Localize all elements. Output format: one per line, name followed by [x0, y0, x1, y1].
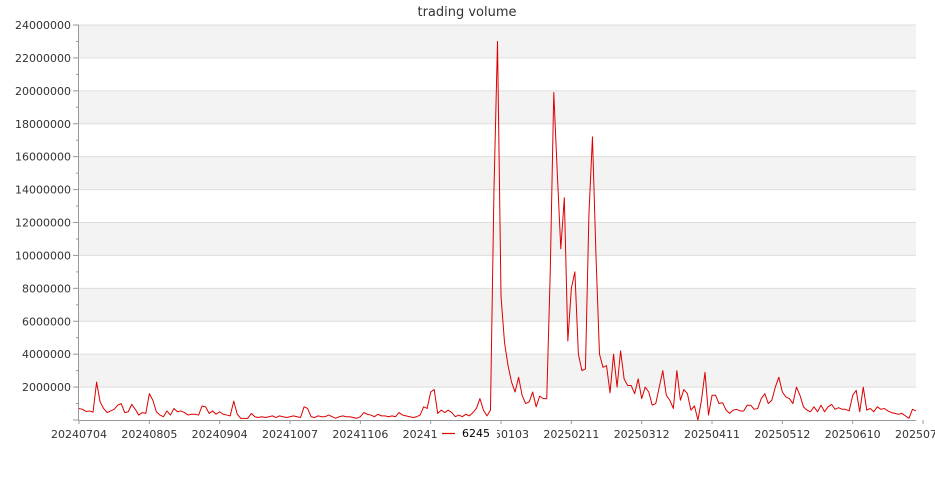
x-tick-label: 20240704 [51, 428, 107, 441]
plot-area [78, 40, 917, 421]
series-line-6245 [78, 40, 917, 421]
grid-band [79, 222, 916, 256]
y-tick-label: 16000000 [15, 151, 71, 164]
chart-title: trading volume [417, 5, 516, 20]
y-tick-label: 18000000 [15, 118, 71, 131]
y-axis: 2000000 4000000 6000000 8000000 10000000 1200… [15, 19, 79, 421]
x-tick-label: 20250610 [825, 428, 881, 441]
grid-band [79, 156, 916, 190]
grid-bands [79, 25, 916, 388]
y-tick-label: 22000000 [15, 52, 71, 65]
legend-background [437, 424, 497, 442]
grid-lines [79, 24, 916, 388]
x-tick-label: 20250312 [614, 428, 670, 441]
x-tick-label: 20250211 [543, 428, 599, 441]
y-tick-label: 24000000 [15, 19, 71, 32]
y-tick-label: 12000000 [15, 217, 71, 230]
y-tick-label: 4000000 [22, 348, 71, 361]
y-tick-label: 10000000 [15, 249, 71, 262]
x-tick-label: 20240904 [192, 428, 248, 441]
grid-band [79, 354, 916, 388]
x-tick-label: 20250709 [895, 428, 935, 441]
y-tick-label: 2000000 [22, 381, 71, 394]
y-tick-label: 20000000 [15, 85, 71, 98]
grid-band [79, 288, 916, 322]
x-tick-label: 20241007 [262, 428, 318, 441]
legend-label-6245: 6245 [462, 427, 490, 440]
x-tick-label: 20241106 [332, 428, 388, 441]
y-tick-label: 8000000 [22, 282, 71, 295]
x-tick-label: 20250411 [684, 428, 740, 441]
grid-band [79, 90, 916, 124]
x-tick-label: 20250512 [754, 428, 810, 441]
x-tick-label: 20240805 [121, 428, 177, 441]
legend: 6245 [437, 424, 497, 442]
y-tick-label: 14000000 [15, 184, 71, 197]
y-tick-label: 6000000 [22, 315, 71, 328]
